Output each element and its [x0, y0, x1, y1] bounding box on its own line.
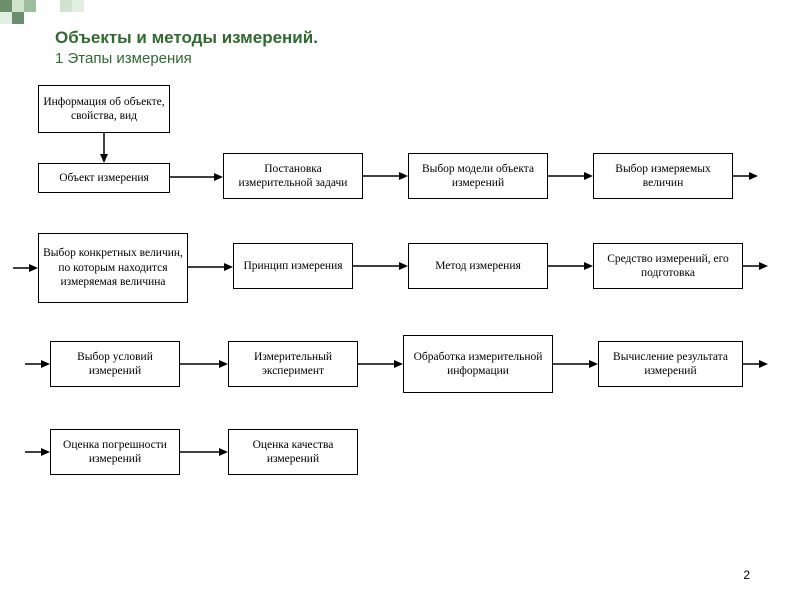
flow-arrow: [542, 260, 599, 272]
flow-node: Метод измерения: [408, 243, 548, 289]
flow-node: Выбор модели объекта измерений: [408, 153, 548, 199]
title-block: Объекты и методы измерений. 1 Этапы изме…: [55, 28, 318, 67]
decor-square: [24, 0, 36, 12]
flow-node: Информация об объекте, свойства, вид: [38, 85, 170, 133]
flow-node: Измерительный эксперимент: [228, 341, 358, 387]
decor-square: [0, 12, 12, 24]
flow-node: Оценка погрешности измерений: [50, 429, 180, 475]
flow-arrow: [182, 261, 239, 273]
flow-arrow: [174, 358, 234, 370]
decor-square: [12, 12, 24, 24]
flow-node: Выбор конкретных величин, по которым нах…: [38, 233, 188, 303]
title-main: Объекты и методы измерений.: [55, 28, 318, 48]
flow-arrow: [347, 260, 414, 272]
flow-node: Объект измерения: [38, 163, 170, 193]
flow-arrow: [547, 358, 604, 370]
title-sub: 1 Этапы измерения: [55, 50, 318, 67]
decor-square: [12, 0, 24, 12]
flow-arrow: [352, 358, 409, 370]
flow-node: Выбор условий измерений: [50, 341, 180, 387]
flow-node: Вычисление результата измерений: [598, 341, 743, 387]
flow-arrow: [164, 171, 229, 183]
decor-square: [60, 0, 72, 12]
flow-node: Обработка измерительной информации: [403, 335, 553, 393]
flow-node: Выбор измеряемых величин: [593, 153, 733, 199]
flow-arrow: [542, 170, 599, 182]
flow-node: Постановка измерительной задачи: [223, 153, 363, 199]
flow-node: Оценка качества измерений: [228, 429, 358, 475]
flow-node: Средство измерений, его подготовка: [593, 243, 743, 289]
decor-square: [0, 0, 12, 12]
flow-arrow: [357, 170, 414, 182]
flow-arrow: [174, 446, 234, 458]
page-number: 2: [743, 568, 750, 582]
flow-node: Принцип измерения: [233, 243, 353, 289]
decor-square: [72, 0, 84, 12]
